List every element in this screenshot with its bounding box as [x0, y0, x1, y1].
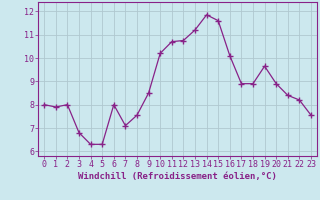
X-axis label: Windchill (Refroidissement éolien,°C): Windchill (Refroidissement éolien,°C) — [78, 172, 277, 181]
